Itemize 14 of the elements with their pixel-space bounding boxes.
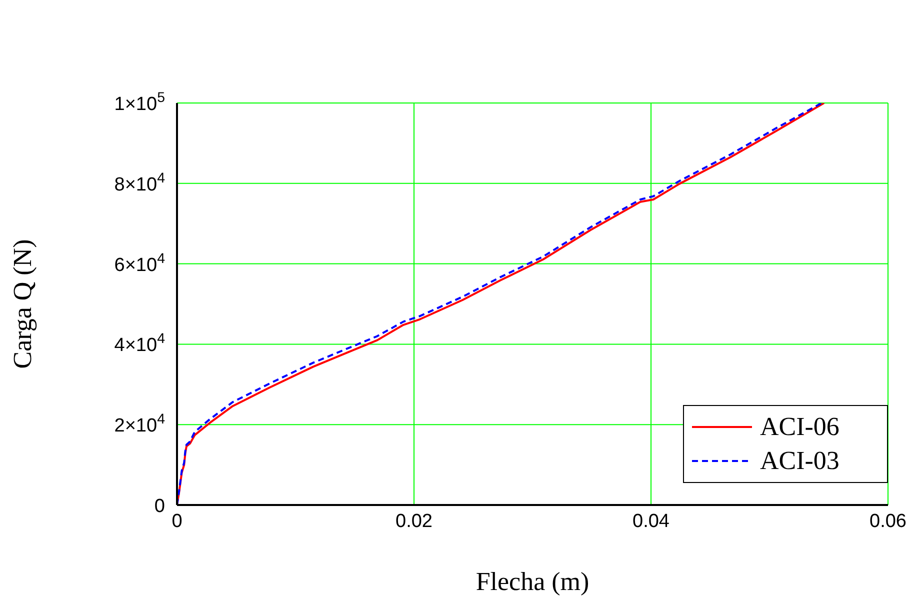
x-tick-label: 0.06 <box>870 511 906 532</box>
x-tick-label: 0.02 <box>396 511 432 532</box>
y-tick-label: 1×10$^{5}$ <box>114 90 166 115</box>
legend-label: ACI-06 <box>760 411 840 443</box>
x-tick-label: 0.04 <box>632 511 670 532</box>
y-tick-label: 4×10$^{4}$ <box>114 331 166 356</box>
legend-label: ACI-03 <box>760 445 840 477</box>
y-tick-label: 6×10$^{4}$ <box>114 250 166 276</box>
y-tick-label: 0 <box>154 496 165 517</box>
y-tick-label: 8×10$^{4}$ <box>114 170 166 196</box>
x-axis-title: Flecha (m) <box>476 567 590 596</box>
y-axis-title: Carga Q (N) <box>8 239 38 369</box>
x-tick-label: 0 <box>172 511 182 532</box>
y-tick-label: 2×10$^{4}$ <box>114 412 166 437</box>
